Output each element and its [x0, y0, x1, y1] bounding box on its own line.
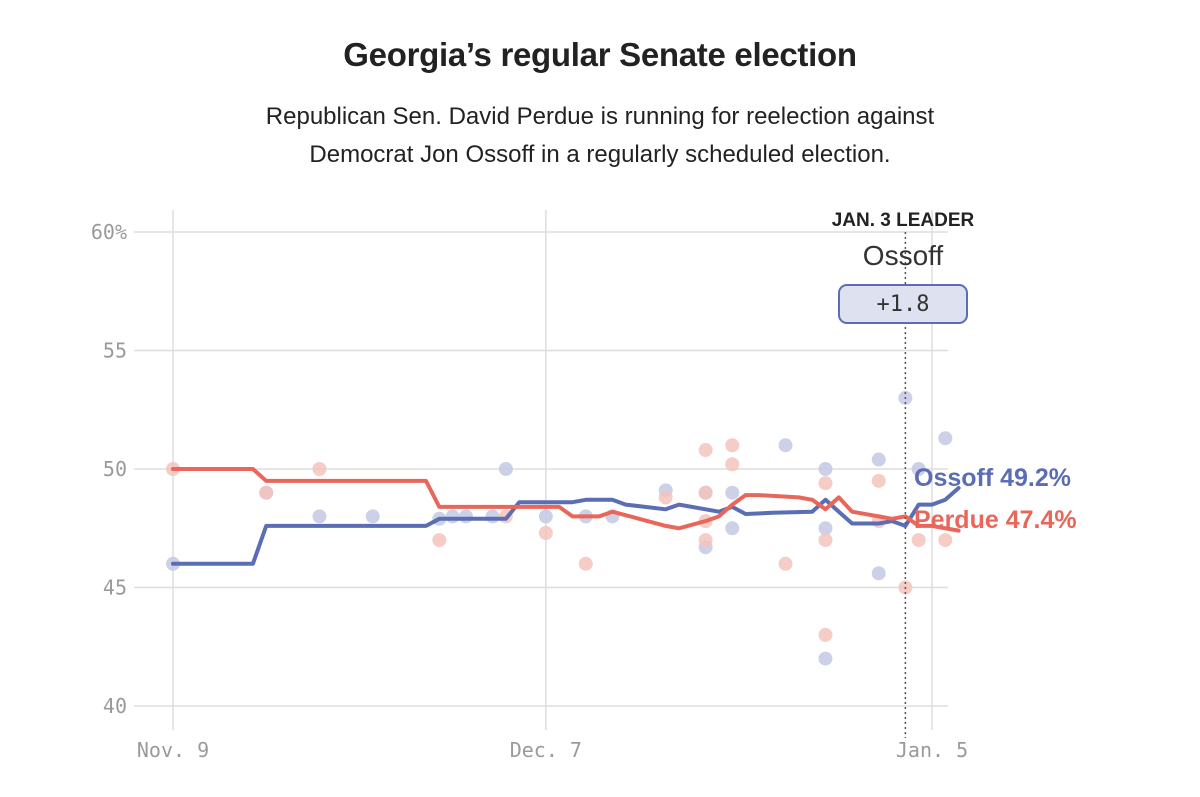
perdue-poll-dot [578, 556, 593, 571]
series-lines [171, 467, 961, 566]
ossoff-poll-dot [938, 431, 953, 446]
perdue-poll-dot [818, 533, 833, 548]
perdue-poll-dot [871, 473, 886, 488]
leader-name: Ossoff [863, 240, 944, 271]
chart-subtitle: Republican Sen. David Perdue is running … [265, 103, 935, 168]
perdue-poll-dot [698, 443, 713, 458]
ossoff-poll-dot [725, 485, 740, 500]
y-tick-label: 50 [103, 457, 127, 481]
y-tick-label: 40 [103, 694, 127, 718]
chart-title: Georgia’s regular Senate election [343, 36, 857, 73]
ossoff-end-label: Ossoff 49.2% [914, 464, 1071, 492]
perdue-poll-dot [725, 438, 740, 453]
perdue-poll-dot [778, 556, 793, 571]
ossoff-poll-dot [818, 521, 833, 536]
y-tick-labels: 60% 55 50 45 40 [91, 220, 127, 718]
ossoff-poll-dot [871, 566, 886, 581]
poll-dots [166, 390, 953, 666]
leader-margin-badge [838, 284, 968, 324]
gridlines [134, 210, 948, 730]
perdue-poll-dot [725, 457, 740, 472]
y-tick-label: 60% [91, 220, 127, 244]
leader-heading: JAN. 3 LEADER [832, 210, 975, 231]
y-tick-label: 55 [103, 339, 127, 363]
ossoff-poll-dot [365, 509, 380, 524]
ossoff-poll-dot [458, 509, 473, 524]
perdue-poll-dot [259, 485, 274, 500]
perdue-end-label: Perdue 47.4% [914, 506, 1077, 534]
perdue-poll-dot [432, 533, 447, 548]
ossoff-poll-dot [911, 462, 926, 476]
perdue-poll-dot [698, 533, 713, 548]
perdue-poll-dot [312, 462, 327, 476]
perdue-poll-dot [911, 533, 926, 548]
leader-margin-value: +1.8 [877, 292, 930, 317]
ossoff-poll-dot [498, 462, 513, 476]
perdue-poll-dot [938, 533, 953, 548]
ossoff-poll-dot [818, 462, 833, 476]
ossoff-poll-dot [312, 509, 327, 524]
perdue-poll-dot [538, 525, 553, 540]
x-tick-label: Nov. 9 [137, 738, 209, 762]
perdue-average-line [171, 467, 961, 533]
ossoff-poll-dot [818, 651, 833, 666]
perdue-poll-dot [698, 485, 713, 500]
y-tick-label: 45 [103, 576, 127, 600]
x-tick-labels: Nov. 9 Dec. 7 Jan. 5 [137, 738, 968, 762]
perdue-poll-dot [818, 627, 833, 642]
x-tick-label: Jan. 5 [896, 738, 968, 762]
ossoff-poll-dot [871, 452, 886, 467]
ossoff-poll-dot [485, 509, 500, 524]
ossoff-poll-dot [778, 438, 793, 453]
ossoff-poll-dot [538, 509, 553, 524]
ossoff-poll-dot [725, 521, 740, 536]
ossoff-poll-dot [445, 509, 460, 524]
x-tick-label: Dec. 7 [510, 738, 582, 762]
ossoff-average-line [171, 486, 961, 566]
perdue-poll-dot [818, 476, 833, 491]
perdue-poll-dot [658, 490, 673, 505]
